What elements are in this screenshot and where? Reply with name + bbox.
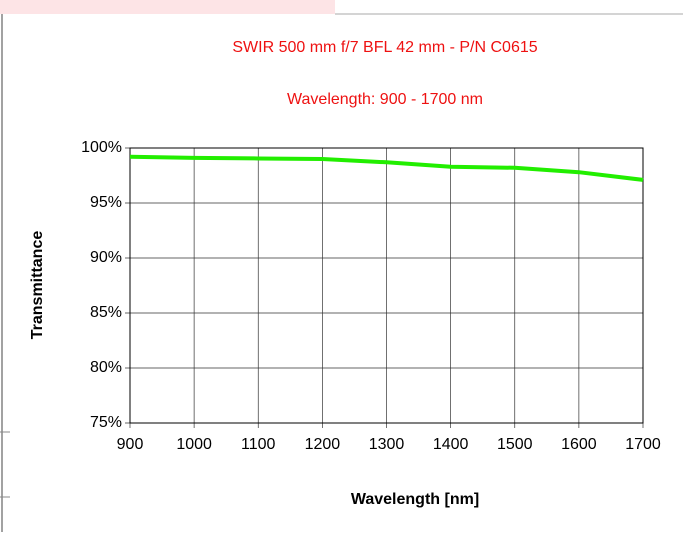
x-axis-title: Wavelength [nm] [351, 491, 479, 508]
x-tick-label: 1700 [625, 436, 661, 453]
x-tick-label: 1500 [497, 436, 533, 453]
x-tick-label: 900 [117, 436, 144, 453]
x-tick-label: 1400 [433, 436, 469, 453]
chart-subtitle: Wavelength: 900 - 1700 nm [287, 91, 483, 108]
y-tick-label: 90% [90, 249, 122, 266]
y-tick-label: 85% [90, 304, 122, 321]
x-tick-label: 1100 [241, 436, 276, 453]
header-tab [0, 0, 335, 14]
x-tick-label: 1200 [305, 436, 341, 453]
data-line [129, 154, 644, 182]
y-tick-label: 75% [90, 414, 122, 431]
chart-title: SWIR 500 mm f/7 BFL 42 mm - P/N C0615 [232, 39, 537, 56]
x-tick-label: 1000 [176, 436, 212, 453]
y-tick-label: 100% [81, 139, 122, 156]
y-tick-label: 95% [90, 194, 122, 211]
y-axis-title: Transmittance [29, 231, 46, 340]
x-tick-label: 1300 [369, 436, 405, 453]
y-tick-label: 80% [90, 359, 122, 376]
x-tick-label: 1600 [561, 436, 597, 453]
plot-border [129, 147, 644, 424]
